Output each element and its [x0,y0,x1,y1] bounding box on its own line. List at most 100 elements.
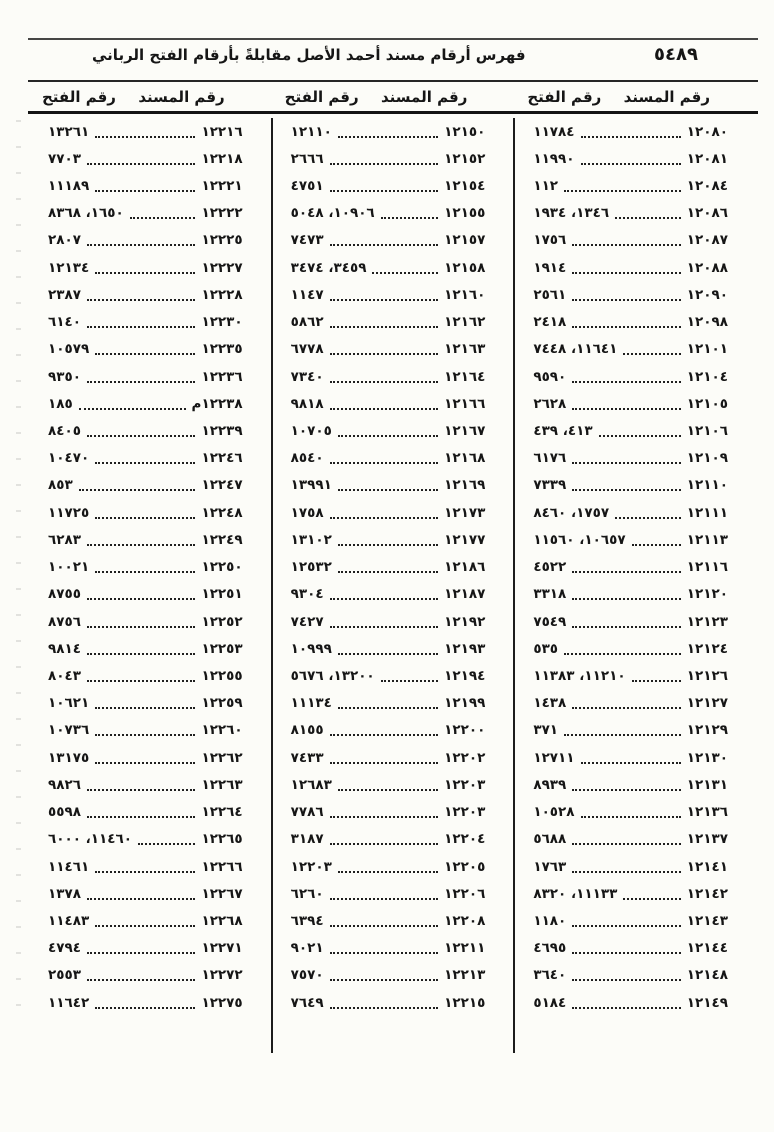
fath-number: ٢٥٥٣ [47,967,81,984]
fath-number: ٨٥٤٠ [290,450,324,467]
index-row: ١٢٢٦٦ ١١٤٦١ [48,853,243,880]
index-row: ١٢١٦٩ ١٣٩٩١ [291,472,486,499]
page-title: فهرس أرقام مسند أحمد الأصل مقابلةً بأرقا… [92,46,526,64]
fath-number: ١١٤٦١ [47,858,90,875]
musnad-number: ١٢٢٦٣ [201,776,243,793]
column-header-group: رقم المسند رقم الفتح [515,84,756,110]
dot-leader [337,435,439,438]
index-row: ١٢٢١٨ ٧٧٠٣ [48,145,243,172]
fath-number: ٥٦٨٨ [533,831,567,848]
fath-number: ١٧٥٦ [533,232,567,249]
dot-leader [86,435,196,438]
fath-number: ٢٣٨٧ [47,286,81,303]
musnad-number: ١٢٠٩٠ [686,286,728,303]
index-row: ١٢١٨٦ ١٢٥٣٢ [291,554,486,581]
index-table: ١٢٠٨٠ ١١٧٨٤ ١٢٠٨١ ١١٩٩٠ ١٢٠٨٤ ١١٢ ١٢٠٨٦ ١٣٤٦، ١… [30,118,756,1053]
fath-number: ١٣٢٦١ [47,123,90,140]
dot-leader [329,625,439,628]
fath-number: ٦١٤٠ [47,314,81,331]
index-row: ١٢٢٥٣ ٩٨١٤ [48,635,243,662]
dot-leader [572,326,681,329]
dot-leader [86,816,196,819]
fath-number: ٨٩٣٩ [533,776,567,793]
musnad-number: ١٢٢١١ [444,940,486,957]
index-row: ١٢١٢٧ ١٤٣٨ [533,690,728,717]
dot-leader [572,979,681,982]
musnad-number: ١٢١٩٣ [444,640,486,657]
musnad-number: ١٢٢٠٦ [444,885,486,902]
index-row: ١٢٠٨٦ ١٣٤٦، ١٩٣٤ [533,200,728,227]
dot-leader [572,271,681,274]
fath-number: ١٠٦٢١ [47,695,90,712]
musnad-number: ١٢٢٧٥ [201,994,243,1011]
dot-leader [329,516,439,519]
musnad-number: ١٢٢٠٨ [444,912,486,929]
index-row: ١٢٢٥٥ ٨٠٤٣ [48,662,243,689]
dot-leader [129,217,196,220]
musnad-number: ١٢١٨٦ [444,559,486,576]
index-row: ١٢١٤٩ ٥١٨٤ [533,989,728,1016]
title-rule [28,80,758,82]
musnad-number: ١٢١٢٣ [686,613,728,630]
fath-number: ٧٣٣٩ [533,477,567,494]
index-row: ١٢١٥٤ ٤٧٥١ [291,172,486,199]
dot-leader [572,298,681,301]
index-row: ١٢٢٦٤ ٥٥٩٨ [48,798,243,825]
dot-leader [564,734,681,737]
fath-number: ١٧٥٧، ٨٤٦٠ [533,504,610,521]
fath-number: ٣١٨٧ [290,831,324,848]
dot-leader [329,734,439,737]
dot-leader [572,952,681,955]
index-row: ١٢١٣١ ٨٩٣٩ [533,771,728,798]
index-row: ١٢٢٥١ ٨٧٥٥ [48,581,243,608]
index-row: ١٢١٣٠ ١٢٧١١ [533,744,728,771]
dot-leader [572,924,681,927]
scan-edge-artifact [16,120,21,1020]
index-row: ١٢٢٦٣ ٩٨٢٦ [48,771,243,798]
index-row: ١٢١٩٩ ١١١٣٤ [291,690,486,717]
fath-number: ١٣١٠٢ [290,531,332,548]
index-column-middle: ١٢١٥٠ ١٢١١٠ ١٢١٥٢ ٢٦٦٦ ١٢١٥٤ ٤٧٥١ ١٢١٥٥ ١٠٩٠٦، … [273,118,514,1016]
column-header-musnad: رقم المسند [138,88,225,106]
fath-number: ٦٢٦٠ [290,885,324,902]
fath-number: ٩٨١٨ [290,395,324,412]
dot-leader [95,190,196,193]
dot-leader [572,571,681,574]
musnad-number: ١٢١٩٤ [444,667,486,684]
musnad-number: ١٢١٦٩ [444,477,486,494]
index-row: ١٢٠٨٧ ١٧٥٦ [533,227,728,254]
index-row: ١٢١٤٨ ٣٦٤٠ [533,962,728,989]
dot-leader [380,679,439,682]
fath-number: ١٢٧١١ [533,749,575,766]
fath-number: ١١٤٦٠، ٦٠٠٠ [47,831,132,848]
musnad-number: ١٢١٤٨ [686,967,728,984]
musnad-number: ١٢٢١٣ [444,967,486,984]
index-row: ١٢١٢٩ ٣٧١ [533,717,728,744]
index-row: ١٢٢٦٧ ١٣٧٨ [48,880,243,907]
index-row: ١٢١٠١ ١١٦٤١، ٧٤٤٨ [533,336,728,363]
index-row: ١٢٠٨١ ١١٩٩٠ [533,145,728,172]
dot-leader [572,870,681,873]
musnad-number: ١٢٢٠٣ [444,776,486,793]
index-row: ١٢١٦٢ ٥٨٦٢ [291,309,486,336]
index-row: ١٢١٠٩ ٦١٧٦ [533,445,728,472]
fath-number: ١٠٥٢٨ [533,804,575,821]
index-row: ١٢١٦٠ ١١٤٧ [291,281,486,308]
musnad-number: ١٢١٣٠ [686,749,728,766]
index-row: ١٢٢٥٢ ٨٧٥٦ [48,608,243,635]
header-spacer [513,84,515,110]
fath-number: ١٣٢٠٠، ٥٦٧٦ [290,667,375,684]
index-row: ١٢٢٧٢ ٢٥٥٣ [48,962,243,989]
index-row: ١٢١٤١ ١٧٦٣ [533,853,728,880]
musnad-number: ١٢٢٦٢ [201,749,243,766]
column-header-fath: رقم الفتح [284,88,359,106]
musnad-number: ١٢٢٣٦ [201,368,243,385]
musnad-number: ١٢٢١٨ [201,150,243,167]
dot-leader [564,190,681,193]
fath-number: ٢٨٠٧ [47,232,81,249]
fath-number: ٧٥٧٠ [290,967,324,984]
musnad-number: ١٢٢٤٦ [201,450,243,467]
fath-number: ١١٩٩٠ [533,150,575,167]
fath-number: ٣٧١ [533,722,559,739]
fath-number: ١١٢١٠، ١١٣٨٣ [533,667,626,684]
